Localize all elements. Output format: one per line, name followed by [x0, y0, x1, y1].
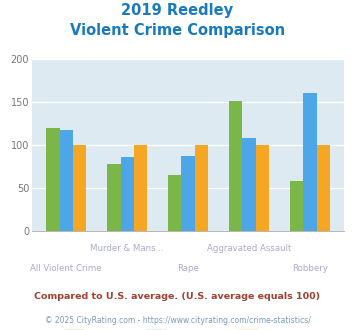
- Text: Violent Crime Comparison: Violent Crime Comparison: [70, 23, 285, 38]
- Bar: [317, 145, 330, 231]
- Bar: [242, 138, 256, 231]
- Bar: [168, 175, 181, 231]
- Text: 2019 Reedley: 2019 Reedley: [121, 3, 234, 18]
- Bar: [195, 145, 208, 231]
- Bar: [107, 164, 120, 231]
- Bar: [134, 145, 147, 231]
- Text: Aggravated Assault: Aggravated Assault: [207, 244, 291, 253]
- Legend: Reedley, California, National: Reedley, California, National: [59, 326, 317, 330]
- Bar: [229, 101, 242, 231]
- Bar: [181, 156, 195, 231]
- Bar: [256, 145, 269, 231]
- Bar: [46, 128, 60, 231]
- Text: Rape: Rape: [177, 264, 199, 273]
- Bar: [60, 130, 73, 231]
- Text: © 2025 CityRating.com - https://www.cityrating.com/crime-statistics/: © 2025 CityRating.com - https://www.city…: [45, 316, 310, 325]
- Bar: [290, 181, 303, 231]
- Text: All Violent Crime: All Violent Crime: [31, 264, 102, 273]
- Text: Compared to U.S. average. (U.S. average equals 100): Compared to U.S. average. (U.S. average …: [34, 292, 321, 301]
- Text: Murder & Mans...: Murder & Mans...: [91, 244, 164, 253]
- Text: Robbery: Robbery: [292, 264, 328, 273]
- Bar: [73, 145, 86, 231]
- Bar: [303, 93, 317, 231]
- Bar: [120, 157, 134, 231]
